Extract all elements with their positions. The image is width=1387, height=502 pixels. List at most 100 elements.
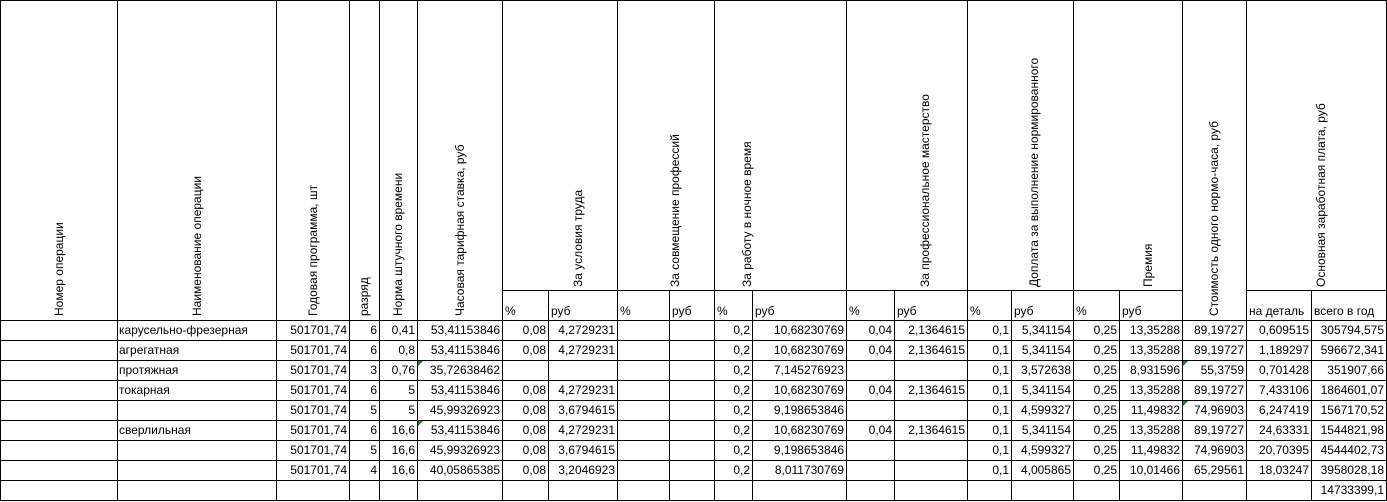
cell-norm[interactable]: 0,8 [398, 343, 415, 357]
cell-d-rub[interactable]: 4,599327 [1020, 443, 1071, 457]
cell-s-rub[interactable]: 2,1364615 [908, 423, 965, 437]
cell-year[interactable]: 3958028,18 [1320, 463, 1384, 477]
cell-year[interactable]: 1567170,52 [1320, 403, 1384, 417]
cell-name[interactable]: сверлильная [119, 423, 191, 437]
cell-c-rub[interactable]: 3,2046923 [558, 463, 615, 477]
cell-b-pct[interactable]: 0,25 [1093, 463, 1117, 477]
cell-c-pct[interactable]: 0,08 [522, 463, 546, 477]
cell-name[interactable]: карусельно-фрезерная [119, 323, 248, 337]
cell-n-rub[interactable]: 10,68230769 [773, 383, 844, 397]
cell-s-pct[interactable]: 0,04 [868, 383, 892, 397]
cell-year[interactable]: 305794,575 [1320, 323, 1384, 337]
cell-c-pct[interactable]: 0,08 [522, 423, 546, 437]
cell-c-pct[interactable]: 0,08 [522, 343, 546, 357]
cell-b-pct[interactable]: 0,25 [1093, 343, 1117, 357]
cell-norm[interactable]: 5 [408, 403, 415, 417]
cell-c-pct[interactable]: 0,08 [522, 383, 546, 397]
cell-grade[interactable]: 3 [370, 363, 377, 377]
cell-b-pct[interactable]: 0,25 [1093, 323, 1117, 337]
cell-rate[interactable]: 45,99326923 [429, 443, 500, 457]
cell-prog[interactable]: 501701,74 [290, 423, 347, 437]
cell-b-pct[interactable]: 0,25 [1093, 383, 1117, 397]
cell-year[interactable]: 1864601,07 [1320, 383, 1384, 397]
cell-rate[interactable]: 53,41153846 [430, 343, 500, 357]
cell-part[interactable]: 18,03247 [1258, 463, 1309, 477]
cell-n-rub[interactable]: 8,011730769 [774, 463, 844, 477]
cell-prog[interactable]: 501701,74 [290, 463, 347, 477]
cell-c-rub[interactable]: 4,2729231 [558, 343, 615, 357]
cell-n-rub[interactable]: 9,198653846 [773, 403, 844, 417]
cell-d-rub[interactable]: 5,341154 [1021, 323, 1071, 337]
cell-grade[interactable]: 4 [370, 463, 377, 477]
cell-cost[interactable]: 74,96903 [1193, 443, 1244, 457]
cell-b-rub[interactable]: 13,35288 [1129, 323, 1180, 337]
cell-n-pct[interactable]: 0,2 [733, 343, 750, 357]
cell-n-pct[interactable]: 0,2 [733, 403, 750, 417]
cell-b-pct[interactable]: 0,25 [1093, 363, 1117, 377]
cell-cost[interactable]: 89,19727 [1193, 383, 1244, 397]
cell-rate[interactable]: 53,41153846 [430, 383, 500, 397]
cell-grade[interactable]: 5 [370, 403, 377, 417]
cell-year[interactable]: 596672,341 [1320, 343, 1384, 357]
cell-prog[interactable]: 501701,74 [290, 443, 347, 457]
cell-cost[interactable]: 55,3759 [1200, 363, 1244, 377]
cell-s-rub[interactable]: 2,1364615 [908, 383, 965, 397]
cell-norm[interactable]: 16,6 [391, 463, 415, 477]
cell-n-rub[interactable]: 9,198653846 [773, 443, 844, 457]
cell-b-rub[interactable]: 10,01466 [1129, 463, 1180, 477]
cell-name[interactable]: агрегатная [119, 343, 180, 357]
cell-s-rub[interactable]: 2,1364615 [908, 343, 965, 357]
cell-grade[interactable]: 6 [370, 423, 377, 437]
cell-d-pct[interactable]: 0,1 [992, 443, 1009, 457]
cell-grade[interactable]: 5 [370, 443, 377, 457]
cell-n-pct[interactable]: 0,2 [733, 383, 750, 397]
cell-norm[interactable]: 5 [408, 383, 415, 397]
cell-n-rub[interactable]: 10,68230769 [773, 343, 844, 357]
cell-norm[interactable]: 16,6 [391, 423, 415, 437]
cell-c-pct[interactable]: 0,08 [522, 323, 546, 337]
cell-name[interactable]: протяжная [119, 363, 179, 377]
cell-c-rub[interactable]: 3,6794615 [558, 403, 615, 417]
cell-c-rub[interactable]: 4,2729231 [558, 423, 615, 437]
cell-cost[interactable]: 74,96903 [1193, 403, 1244, 417]
cell-c-rub[interactable]: 3,6794615 [558, 443, 615, 457]
cell-n-rub[interactable]: 7,145276923 [773, 363, 844, 377]
cell-d-pct[interactable]: 0,1 [992, 343, 1009, 357]
cell-part[interactable]: 1,189297 [1258, 343, 1309, 357]
cell-part[interactable]: 0,701428 [1258, 363, 1309, 377]
cell-n-pct[interactable]: 0,2 [733, 323, 750, 337]
cell-b-rub[interactable]: 8,931596 [1129, 363, 1180, 377]
cell-b-rub[interactable]: 13,35288 [1129, 343, 1180, 357]
cell-cost[interactable]: 89,19727 [1193, 343, 1244, 357]
cell-rate[interactable]: 53,41153846 [430, 323, 500, 337]
cell-norm[interactable]: 0,76 [391, 363, 415, 377]
cell-name[interactable]: токарная [119, 383, 170, 397]
cell-c-rub[interactable]: 4,2729231 [558, 383, 615, 397]
cell-n-rub[interactable]: 10,68230769 [773, 323, 844, 337]
cell-year[interactable]: 4544402,73 [1320, 443, 1384, 457]
cell-rate[interactable]: 53,41153846 [430, 423, 500, 437]
cell-b-rub[interactable]: 13,35288 [1129, 383, 1180, 397]
cell-grade[interactable]: 6 [370, 383, 377, 397]
cell-b-rub[interactable]: 11,49832 [1130, 403, 1180, 417]
cell-norm[interactable]: 16,6 [391, 443, 415, 457]
cell-d-rub[interactable]: 5,341154 [1021, 383, 1071, 397]
cell-norm[interactable]: 0,41 [391, 323, 415, 337]
cell-s-pct[interactable]: 0,04 [868, 343, 892, 357]
cell-part[interactable]: 7,433106 [1258, 383, 1309, 397]
cell-prog[interactable]: 501701,74 [290, 383, 347, 397]
cell-prog[interactable]: 501701,74 [290, 343, 347, 357]
cell-total-year[interactable]: 14733399,1 [1320, 483, 1384, 497]
cell-d-rub[interactable]: 5,341154 [1021, 423, 1071, 437]
cell-d-rub[interactable]: 5,341154 [1021, 343, 1071, 357]
cell-d-rub[interactable]: 3,572638 [1020, 363, 1071, 377]
cell-prog[interactable]: 501701,74 [290, 403, 347, 417]
cell-d-rub[interactable]: 4,005865 [1020, 463, 1071, 477]
cell-part[interactable]: 0,609515 [1258, 323, 1309, 337]
cell-year[interactable]: 1544821,98 [1320, 423, 1384, 437]
cell-rate[interactable]: 45,99326923 [429, 403, 500, 417]
cell-n-rub[interactable]: 10,68230769 [773, 423, 844, 437]
cell-rate[interactable]: 35,72638462 [429, 363, 500, 377]
cell-d-pct[interactable]: 0,1 [992, 423, 1009, 437]
cell-cost[interactable]: 89,19727 [1193, 423, 1244, 437]
